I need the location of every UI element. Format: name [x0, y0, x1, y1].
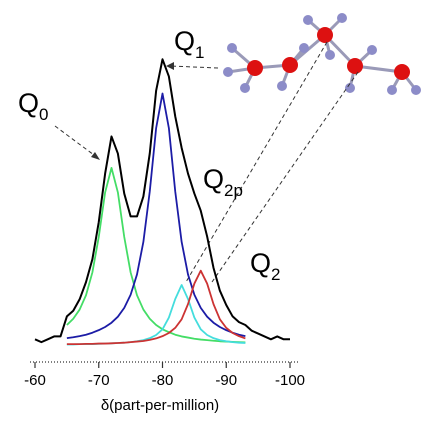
molecule — [223, 13, 421, 95]
x-axis-label: δ(part-per-million) — [101, 397, 219, 414]
annotation: Q1 — [174, 26, 204, 62]
annotation-subscript: 0 — [39, 105, 48, 124]
series-line — [35, 59, 290, 342]
series-line — [67, 94, 246, 339]
annotation: Q2 — [250, 248, 280, 284]
annotation-subscript: 2p — [224, 181, 243, 200]
annotation-letter: Q — [250, 248, 271, 278]
pointer-lines — [55, 42, 358, 282]
x-tick-label: -60 — [24, 372, 46, 389]
x-tick-label: -80 — [152, 372, 174, 389]
chart: δ(part-per-million) -60-70-80-90-100Q0Q1… — [0, 0, 423, 419]
annotation-letter: Q — [174, 26, 195, 56]
annotation-subscript: 2 — [271, 265, 280, 284]
arrow-heads — [91, 62, 174, 160]
annotation-subscript: 1 — [195, 43, 204, 62]
annotation-letter: Q — [18, 88, 39, 118]
x-tick-label: -100 — [275, 372, 305, 389]
x-tick-label: -90 — [215, 372, 237, 389]
annotation: Q0 — [18, 88, 48, 124]
x-tick-label: -70 — [88, 372, 110, 389]
annotation: Q2p — [203, 164, 243, 200]
annotation-letter: Q — [203, 164, 224, 194]
